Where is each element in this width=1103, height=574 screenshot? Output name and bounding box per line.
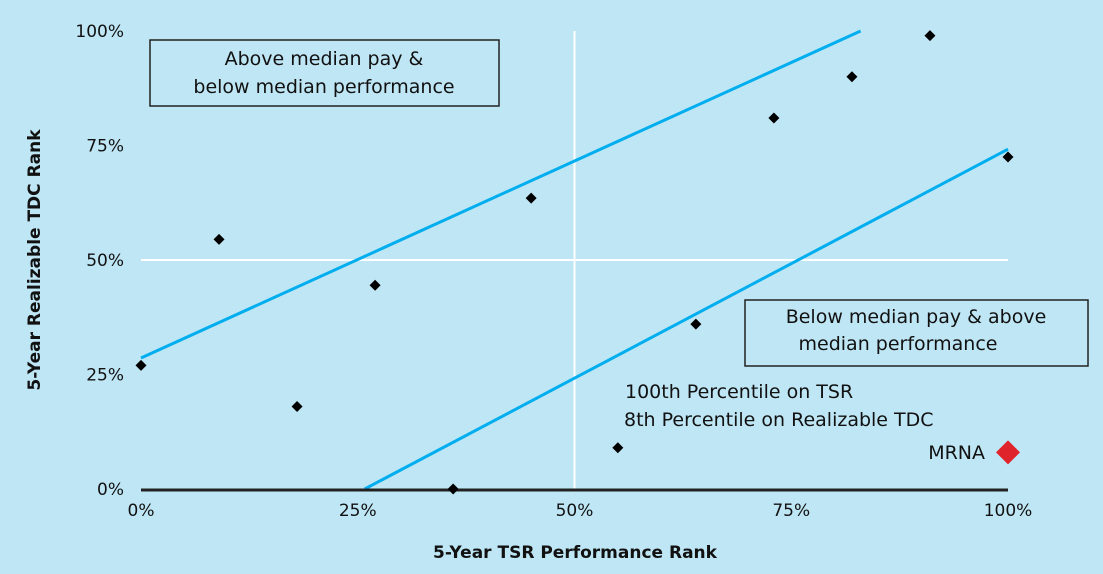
mrna-point-group — [996, 440, 1020, 465]
lower-annotation-line-2: median performance — [799, 333, 998, 355]
lower-annotation-box — [744, 299, 1089, 367]
mrna-label: MRNA — [928, 442, 985, 464]
x-tick-label: 50% — [556, 501, 594, 521]
upper-band-line — [140, 29, 862, 360]
x-axis-label: 5-Year TSR Performance Rank — [433, 543, 718, 563]
x-tick-label: 75% — [772, 501, 810, 521]
y-tick-label: 100% — [75, 22, 124, 42]
lower-band-line — [363, 147, 1009, 491]
y-tick-label: 25% — [86, 366, 124, 386]
peer-points — [135, 30, 1014, 495]
y-tick-label: 75% — [86, 137, 124, 157]
band-lines — [140, 29, 1009, 491]
lower-annotation-line-1: Below median pay & above — [786, 306, 1047, 328]
mrna-note-line-2: 8th Percentile on Realizable TDC — [624, 409, 934, 431]
peer-point — [1002, 151, 1014, 163]
peer-point — [369, 279, 381, 291]
peer-point — [846, 71, 858, 83]
y-tick-label: 0% — [97, 480, 124, 500]
x-tick-label: 100% — [984, 501, 1033, 521]
peer-point — [291, 401, 303, 413]
peer-point — [768, 112, 780, 124]
y-axis-label: 5-Year Realizable TDC Rank — [25, 129, 45, 391]
x-tick-labels: 0% 25% 50% 75% 100% — [128, 501, 1033, 521]
upper-annotation-line-1: Above median pay & — [225, 48, 424, 70]
x-tick-label: 25% — [339, 501, 377, 521]
mrna-note-line-1: 100th Percentile on TSR — [625, 381, 853, 403]
y-tick-label: 50% — [86, 251, 124, 271]
upper-annotation-line-2: below median performance — [193, 76, 454, 98]
median-gridlines — [141, 31, 1008, 489]
peer-point — [525, 192, 537, 204]
peer-point — [924, 30, 936, 42]
peer-point — [213, 233, 225, 245]
peer-point — [135, 359, 147, 371]
peer-point — [690, 318, 702, 330]
x-tick-label: 0% — [128, 501, 155, 521]
peer-point — [612, 442, 624, 454]
y-tick-labels: 0% 25% 50% 75% 100% — [75, 22, 124, 500]
peer-point — [447, 483, 459, 495]
upper-annotation-box — [149, 39, 500, 107]
mrna-point — [996, 440, 1020, 465]
